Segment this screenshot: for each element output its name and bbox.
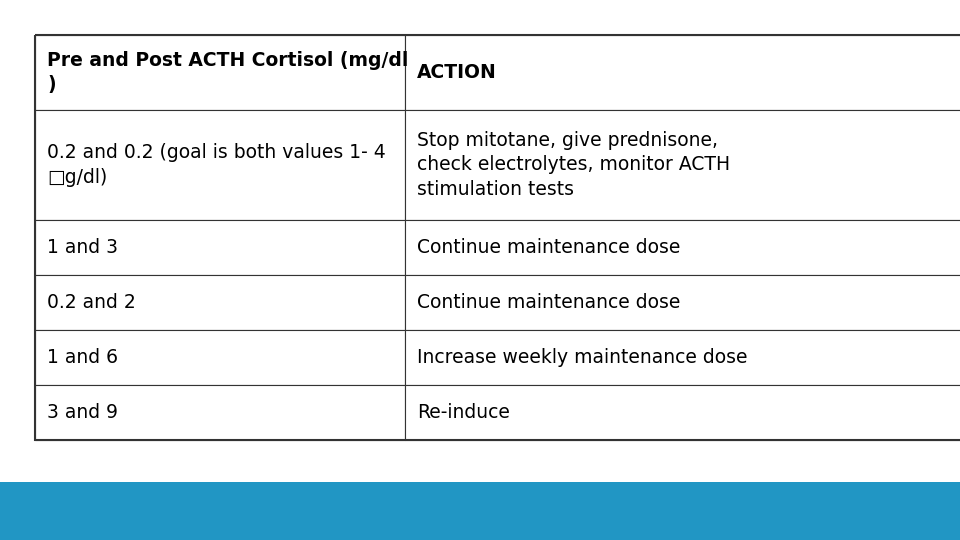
Bar [35, 275, 405, 330]
Bar [0, 482, 960, 540]
Bar [35, 220, 405, 275]
Text: Increase weekly maintenance dose: Increase weekly maintenance dose [417, 348, 748, 367]
Text: 3 and 9: 3 and 9 [47, 403, 118, 422]
Bar [405, 275, 960, 330]
Text: Re-induce: Re-induce [417, 403, 510, 422]
Bar [35, 110, 405, 220]
Bar [35, 330, 405, 385]
Text: Pre and Post ACTH Cortisol (mg/dl
): Pre and Post ACTH Cortisol (mg/dl ) [47, 51, 408, 94]
Text: ACTION: ACTION [417, 63, 496, 82]
Bar [405, 35, 960, 110]
Bar [405, 330, 960, 385]
Text: Continue maintenance dose: Continue maintenance dose [417, 238, 681, 257]
Text: 0.2 and 0.2 (goal is both values 1- 4
□g/dl): 0.2 and 0.2 (goal is both values 1- 4 □g… [47, 144, 386, 187]
Bar [35, 385, 405, 440]
Text: 1 and 6: 1 and 6 [47, 348, 118, 367]
Text: Stop mitotane, give prednisone,
check electrolytes, monitor ACTH
stimulation tes: Stop mitotane, give prednisone, check el… [417, 131, 731, 199]
Bar [35, 35, 960, 440]
Text: Continue maintenance dose: Continue maintenance dose [417, 293, 681, 312]
Bar [405, 220, 960, 275]
Bar [35, 35, 405, 110]
Text: 1 and 3: 1 and 3 [47, 238, 118, 257]
Text: 0.2 and 2: 0.2 and 2 [47, 293, 135, 312]
Bar [405, 110, 960, 220]
Bar [405, 385, 960, 440]
